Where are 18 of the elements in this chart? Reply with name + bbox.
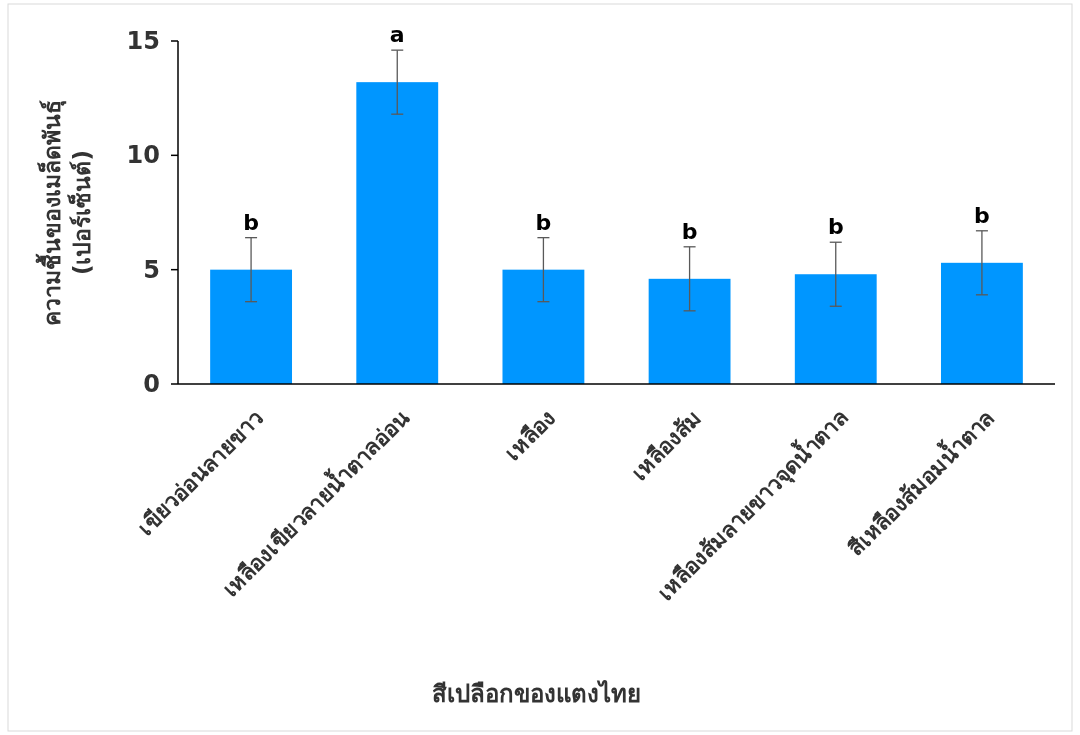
- annotation: b: [974, 202, 990, 228]
- y-axis-title: ความชื้นของเมล็ดพันธุ์ (เปอร์เซ็นต์): [35, 99, 95, 326]
- annotation: a: [389, 22, 405, 48]
- y-tick-label: 15: [126, 27, 160, 55]
- annotation: b: [827, 214, 844, 240]
- y-tick-label: 5: [143, 255, 160, 284]
- bar: [940, 262, 1023, 384]
- bar: [356, 82, 439, 384]
- y-tick-label: 10: [126, 141, 160, 170]
- y-tick-label: 0: [143, 370, 160, 398]
- annotation: b: [535, 209, 552, 235]
- annotation: b: [681, 218, 698, 244]
- bar: [794, 274, 877, 384]
- bar: [648, 278, 731, 384]
- bar: [210, 269, 293, 384]
- x-axis-title: สีเปลือกของแตงไทย: [432, 679, 641, 708]
- bar: [502, 269, 585, 384]
- annotation: b: [243, 209, 259, 235]
